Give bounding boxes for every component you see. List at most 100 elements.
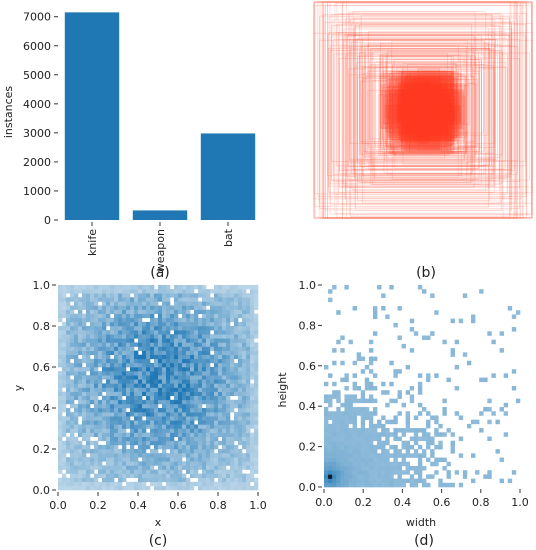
heat-cell [360,407,366,412]
heat-cell [254,444,259,450]
bbox [407,103,456,145]
bbox [383,66,474,174]
heat-cell [174,309,179,314]
heat-cell [332,415,337,420]
heat-cell [230,305,235,310]
heat-cell [409,465,415,471]
heat-cell [214,387,219,392]
heat-cell [110,432,115,437]
heat-cell [511,369,517,374]
heat-cell [130,481,135,487]
heat-cell [162,416,167,421]
heat-cell [122,485,127,491]
heat-cell [373,423,378,429]
heat-cell [134,301,139,306]
heat-cell [246,379,251,384]
heat-cell [198,473,203,478]
heat-cell [158,399,163,405]
heat-cell [74,481,79,487]
heat-cell [178,416,183,421]
heat-cell [130,321,135,327]
heat-cell [150,334,155,339]
heat-cell [138,354,143,360]
heat-cell [389,482,394,488]
heat-cell [328,432,333,437]
heat-cell [114,432,119,437]
heat-cell [150,391,155,396]
heat-cell [250,305,255,310]
heat-cell [442,407,447,412]
heat-cell [202,321,207,327]
heat-cell [242,338,247,343]
heat-cell [118,465,123,470]
heat-cell [198,338,203,343]
heat-cell [198,449,203,454]
heat-cell [332,419,337,425]
heat-cell [417,444,423,450]
heat-cell [142,362,147,368]
heat-cell [182,403,187,409]
heat-cell [138,403,143,409]
heat-cell [458,318,464,324]
bbox [416,86,431,142]
bbox [403,85,440,133]
heat-cell [74,428,79,433]
heat-cell [166,346,171,351]
heat-cell [364,482,370,488]
heat-cell [198,354,203,360]
heat-cell [170,461,175,466]
heat-cell [246,313,251,319]
heat-cell [238,469,243,474]
heat-cell [198,485,203,491]
heat-cell [62,424,67,429]
heat-cell [66,309,71,314]
heat-cell [166,424,171,429]
heat-cell [222,481,227,487]
heat-cell [254,449,259,454]
bbox [356,39,498,161]
heat-cell [158,416,163,421]
heat-cell [110,301,115,306]
heat-cell [487,470,492,475]
heat-cell [214,440,219,446]
heat-cell [198,293,203,298]
heat-cell [186,395,191,401]
heat-cell [106,354,111,360]
heat-cell [98,293,103,298]
heat-cell [150,305,155,310]
heat-cell [62,285,67,290]
heat-cell [206,301,211,306]
heat-cell [186,403,191,409]
bbox [391,71,452,140]
heat-cell [503,411,509,416]
heat-cell [122,473,127,478]
heat-cell [246,395,251,401]
heat-cell [222,387,227,392]
heat-cell [226,305,231,310]
heat-cell [210,465,215,470]
heat-cell [122,424,127,429]
heat-cell [70,481,75,487]
heat-cell [210,342,215,347]
bbox [328,32,533,193]
heat-cell [146,469,151,474]
heat-cell [162,326,167,331]
heat-cell [368,428,374,433]
heat-cell [70,416,75,421]
heat-cell [130,354,135,360]
heat-cell [82,313,87,319]
heat-cell [70,432,75,437]
heat-cell [360,440,366,446]
y-tick-label: 7000 [23,11,51,24]
heat-cell [146,326,151,331]
heat-cell [393,373,398,378]
heat-cell [66,465,71,470]
bbox [364,48,490,166]
heat-cell [162,432,167,437]
heat-cell [214,403,219,409]
bbox [360,80,469,154]
heat-cell [82,436,87,442]
heat-cell [134,317,139,323]
heat-cell [364,407,370,412]
heat-cell [352,436,357,442]
